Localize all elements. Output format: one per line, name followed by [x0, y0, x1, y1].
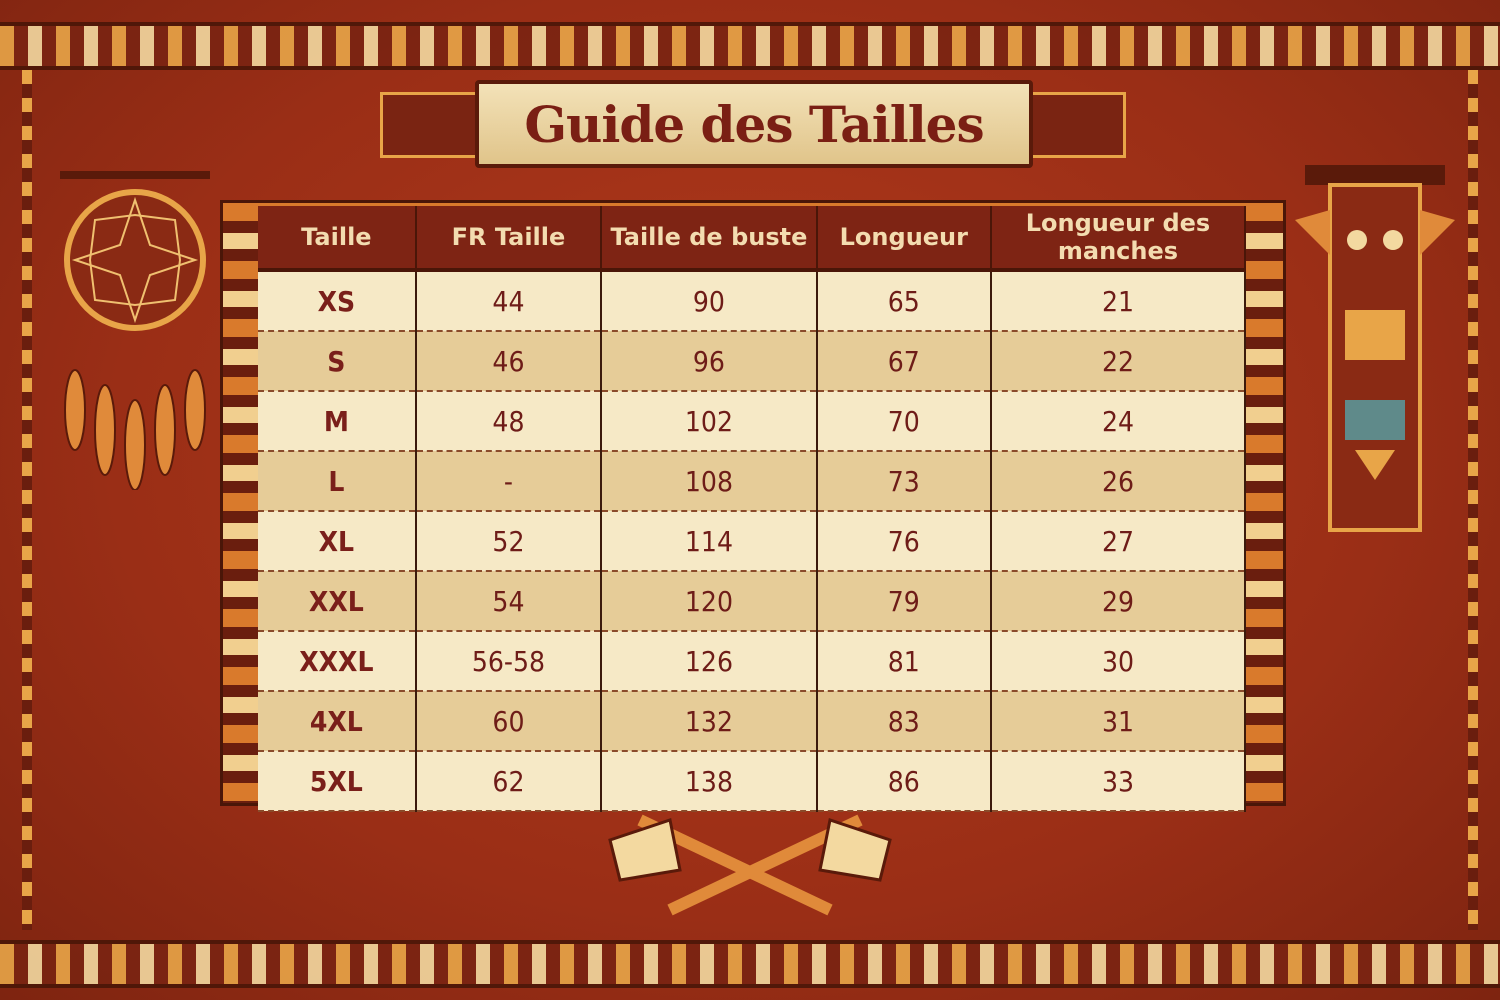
value-cell: 46: [415, 331, 603, 392]
value-cell: 73: [816, 451, 992, 512]
column-header: Longueur des manches: [990, 206, 1247, 272]
size-cell: XL: [258, 511, 417, 572]
table-row: M 48 102 70 24: [258, 391, 1247, 452]
table-row: 4XL 60 132 83 31: [258, 691, 1247, 752]
value-cell: 138: [601, 751, 818, 812]
value-cell: 102: [601, 391, 818, 452]
dreamcatcher-icon: [60, 171, 210, 490]
column-header: Longueur: [816, 206, 992, 272]
value-cell: 48: [415, 391, 603, 452]
column-header: Taille de buste: [601, 206, 818, 272]
value-cell: 24: [990, 391, 1247, 452]
value-cell: 56-58: [415, 631, 603, 692]
page-title: Guide des Tailles: [524, 94, 984, 154]
value-cell: 44: [415, 270, 603, 332]
size-cell: L: [258, 451, 417, 512]
size-cell: XXL: [258, 571, 417, 632]
right-border: [1468, 70, 1478, 930]
value-cell: 96: [601, 331, 818, 392]
value-cell: 114: [601, 511, 818, 572]
totem-pole-icon: [1295, 165, 1455, 532]
value-cell: 79: [816, 571, 992, 632]
value-cell: 22: [990, 331, 1247, 392]
crossed-tomahawks-icon: [608, 814, 892, 916]
value-cell: 83: [816, 691, 992, 752]
table-row: L -108 73 26: [258, 451, 1247, 512]
left-border: [22, 70, 32, 930]
value-cell: 76: [816, 511, 992, 572]
value-cell: -: [415, 451, 603, 512]
value-cell: 86: [816, 751, 992, 812]
top-tribal-border: [0, 22, 1500, 70]
size-table: Taille FR Taille Taille de buste Longueur Lo…: [258, 206, 1247, 812]
size-cell: S: [258, 331, 417, 392]
size-cell: M: [258, 391, 417, 452]
table-row: XS 44 90 65 21: [258, 270, 1247, 332]
value-cell: 52: [415, 511, 603, 572]
value-cell: 108: [601, 451, 818, 512]
value-cell: 126: [601, 631, 818, 692]
value-cell: 31: [990, 691, 1247, 752]
value-cell: 54: [415, 571, 603, 632]
value-cell: 67: [816, 331, 992, 392]
table-row: XL 52 114 76 27: [258, 511, 1247, 572]
value-cell: 81: [816, 631, 992, 692]
size-cell: 4XL: [258, 691, 417, 752]
table-header-row: Taille FR Taille Taille de buste Longueur Lo…: [258, 206, 1247, 272]
value-cell: 60: [415, 691, 603, 752]
value-cell: 120: [601, 571, 818, 632]
value-cell: 62: [415, 751, 603, 812]
value-cell: 90: [601, 270, 818, 332]
table-row: 5XL 62 138 86 33: [258, 751, 1247, 812]
value-cell: 21: [990, 270, 1247, 332]
table-row: XXXL 56-58 126 81 30: [258, 631, 1247, 692]
value-cell: 26: [990, 451, 1247, 512]
bottom-tribal-border: [0, 940, 1500, 988]
column-header: Taille: [258, 206, 417, 272]
column-header: FR Taille: [415, 206, 603, 272]
value-cell: 70: [816, 391, 992, 452]
value-cell: 65: [816, 270, 992, 332]
value-cell: 29: [990, 571, 1247, 632]
title-banner: Guide des Tailles: [475, 80, 1033, 168]
value-cell: 33: [990, 751, 1247, 812]
size-cell: 5XL: [258, 751, 417, 812]
table-row: XXL 54 120 79 29: [258, 571, 1247, 632]
value-cell: 30: [990, 631, 1247, 692]
value-cell: 132: [601, 691, 818, 752]
value-cell: 27: [990, 511, 1247, 572]
size-cell: XXXL: [258, 631, 417, 692]
table-row: S 46 96 67 22: [258, 331, 1247, 392]
size-cell: XS: [258, 270, 417, 332]
